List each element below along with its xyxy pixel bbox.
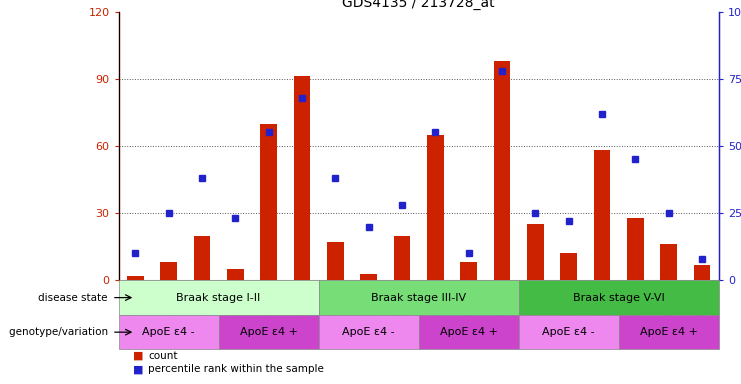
Bar	[519, 280, 719, 315]
Text: percentile rank within the sample: percentile rank within the sample	[148, 364, 324, 374]
Bar	[360, 273, 377, 280]
Bar	[393, 235, 411, 280]
Bar	[193, 235, 210, 280]
Text: Braak stage III-IV: Braak stage III-IV	[371, 293, 466, 303]
Bar	[419, 315, 519, 349]
Bar	[319, 315, 419, 349]
Bar	[527, 224, 544, 280]
Text: genotype/variation: genotype/variation	[9, 327, 111, 337]
Bar	[694, 265, 711, 280]
Bar	[119, 280, 319, 315]
Text: ApoE ε4 +: ApoE ε4 +	[439, 327, 498, 337]
Text: ApoE ε4 +: ApoE ε4 +	[239, 327, 298, 337]
Text: ApoE ε4 -: ApoE ε4 -	[542, 327, 595, 337]
Text: ApoE ε4 -: ApoE ε4 -	[142, 327, 195, 337]
Bar	[560, 253, 577, 280]
Bar	[293, 76, 310, 280]
Bar	[594, 151, 611, 280]
Bar	[627, 218, 644, 280]
Bar	[460, 262, 477, 280]
Text: ■: ■	[133, 351, 144, 361]
Bar	[219, 315, 319, 349]
Bar	[119, 315, 219, 349]
Text: ApoE ε4 +: ApoE ε4 +	[639, 327, 698, 337]
Title: GDS4135 / 213728_at: GDS4135 / 213728_at	[342, 0, 495, 10]
Bar	[327, 242, 344, 280]
Text: Braak stage V-VI: Braak stage V-VI	[573, 293, 665, 303]
Bar	[494, 61, 511, 280]
Bar	[160, 262, 177, 280]
Text: count: count	[148, 351, 178, 361]
Bar	[619, 315, 719, 349]
Text: ApoE ε4 -: ApoE ε4 -	[342, 327, 395, 337]
Bar	[260, 124, 277, 280]
Text: disease state: disease state	[39, 293, 111, 303]
Text: ■: ■	[133, 364, 144, 374]
Bar	[427, 135, 444, 280]
Bar	[127, 276, 144, 280]
Bar	[660, 245, 677, 280]
Bar	[519, 315, 619, 349]
Text: Braak stage I-II: Braak stage I-II	[176, 293, 261, 303]
Bar	[227, 269, 244, 280]
Bar	[319, 280, 519, 315]
